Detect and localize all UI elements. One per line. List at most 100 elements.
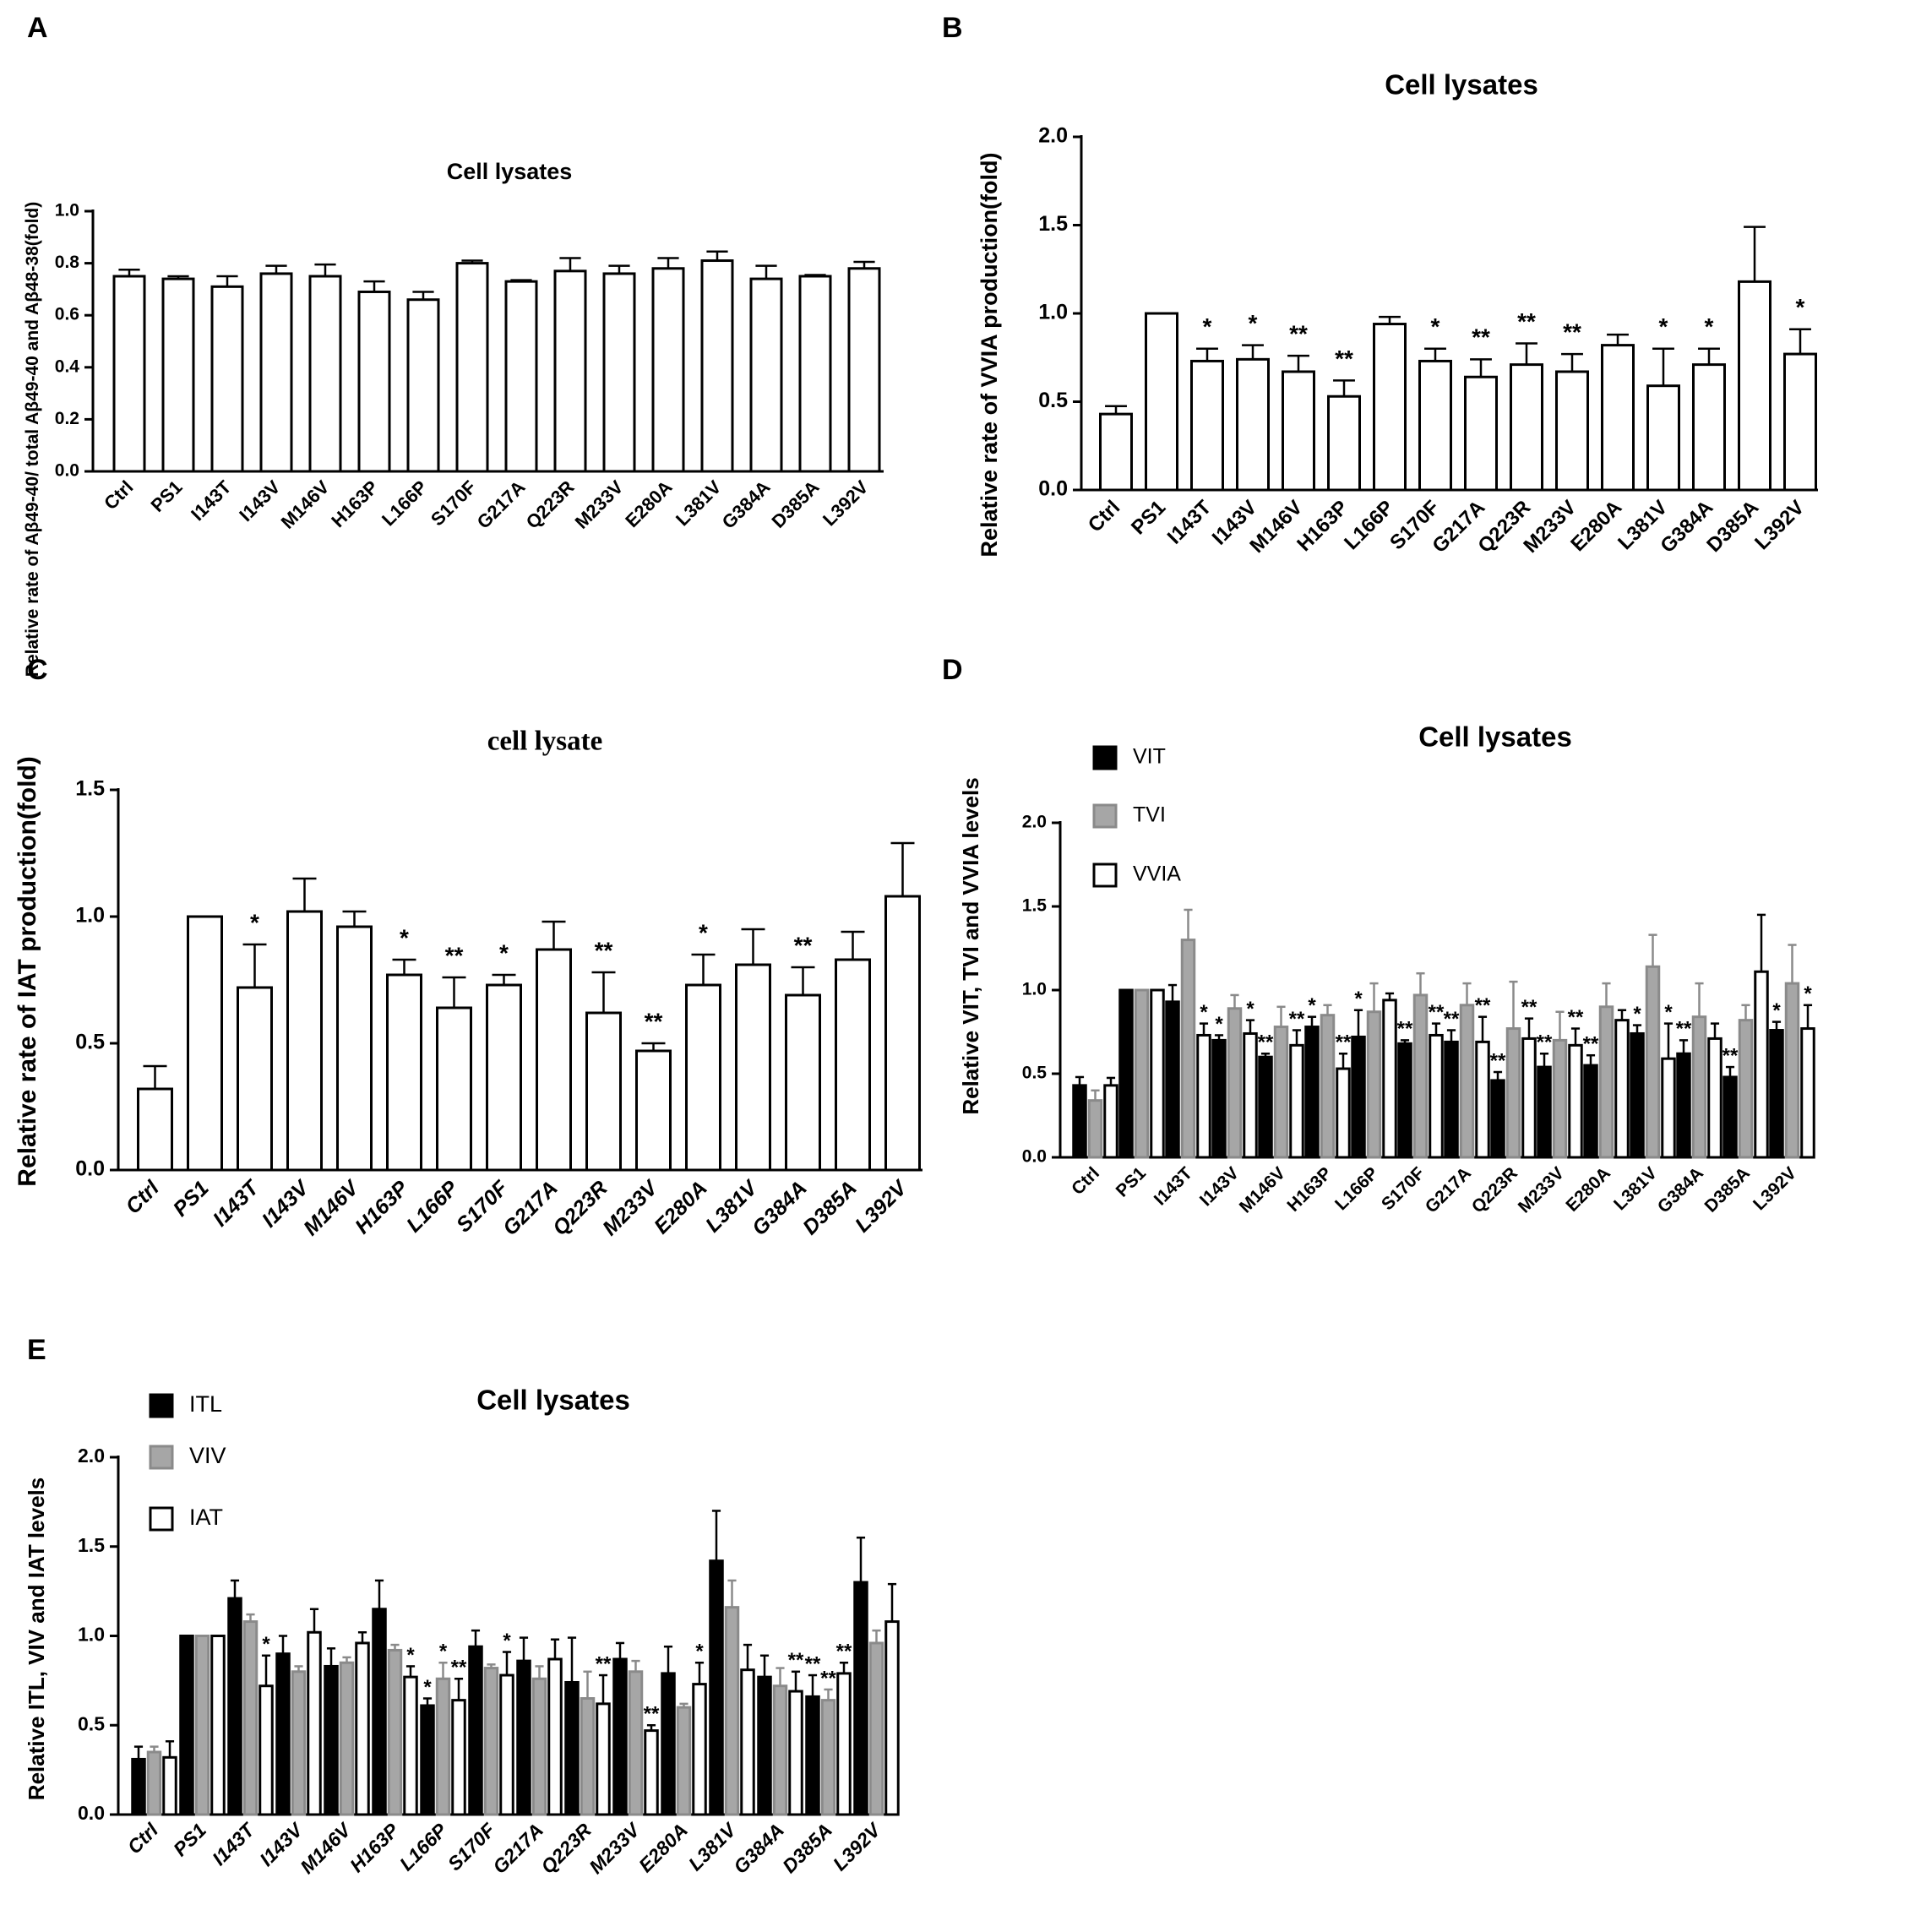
bar-tvi-g384a xyxy=(1691,1015,1707,1159)
panel-B: B Cell lysates 0.0 0.5 1.0 1.5 2.0 Relative rat… xyxy=(942,12,1818,558)
significance-marker: * xyxy=(1659,313,1668,340)
bar-vit-l392v xyxy=(1769,1029,1784,1159)
significance-marker: ** xyxy=(788,1649,804,1672)
bar-tvi-s170f xyxy=(1412,993,1429,1159)
bar-iat-g217a xyxy=(536,948,572,1172)
bar-tvi-g217a xyxy=(1459,1004,1475,1159)
x-tick-label: Q223R xyxy=(1468,1163,1521,1216)
x-tick-label: H163P xyxy=(351,1176,413,1238)
bar-tvi-q223r xyxy=(1505,1027,1521,1159)
bar-vvia-ctrl xyxy=(1099,412,1133,492)
significance-marker: * xyxy=(1664,1001,1673,1024)
x-tick-label: Ctrl xyxy=(121,1176,164,1219)
significance-marker: * xyxy=(503,1630,511,1652)
bar-vvia-ctrl xyxy=(1103,1084,1118,1159)
chart-title: Cell lysates xyxy=(1418,721,1572,753)
panel-E: E Cell lysates 0.0 0.5 1.0 1.5 2.0 Relative ITL… xyxy=(24,1334,900,1878)
x-tick-label: H163P xyxy=(1283,1163,1336,1216)
x-tick-label: Ctrl xyxy=(1084,496,1124,536)
bar-ratio-i143v xyxy=(259,272,293,473)
significance-marker: ** xyxy=(820,1667,836,1690)
significance-marker: ** xyxy=(1289,321,1308,347)
x-tick-label: Ctrl xyxy=(1068,1163,1103,1199)
x-tick-label: M233V xyxy=(585,1818,645,1878)
bar-iat-i143v xyxy=(307,1630,322,1816)
significance-marker: ** xyxy=(836,1641,852,1663)
x-tick-label: L166P xyxy=(395,1819,452,1875)
bar-itl-l381v xyxy=(709,1559,724,1816)
significance-marker: * xyxy=(1772,999,1781,1022)
panel-letter: C xyxy=(27,654,48,686)
x-tick-label: E280A xyxy=(621,476,676,531)
bar-ratio-l381v xyxy=(700,259,734,473)
x-tick-label: L381V xyxy=(672,476,726,531)
bar-viv-g384a xyxy=(772,1684,788,1816)
y-tick-label: 2.0 xyxy=(1022,813,1047,832)
y-tick-label: 1.0 xyxy=(75,904,105,928)
bar-iat-g217a xyxy=(547,1657,563,1816)
y-tick-label: 1.5 xyxy=(75,777,105,801)
significance-marker: * xyxy=(439,1641,448,1663)
bar-itl-g384a xyxy=(757,1675,772,1816)
bar-vvia-h163p xyxy=(1336,1067,1351,1159)
significance-marker: * xyxy=(1354,988,1363,1010)
significance-marker: * xyxy=(1308,994,1316,1017)
significance-marker: ** xyxy=(1568,1006,1584,1029)
legend-label: ITL xyxy=(189,1391,222,1417)
x-tick-label: L166P xyxy=(1340,496,1398,554)
bar-iat-ps1 xyxy=(187,915,223,1172)
significance-marker: * xyxy=(699,919,708,945)
x-tick-label: M146V xyxy=(296,1818,356,1878)
y-tick-label: 0.5 xyxy=(1038,389,1068,412)
significance-marker: ** xyxy=(595,937,613,963)
x-tick-label: E280A xyxy=(1566,496,1626,556)
bar-tvi-d385a xyxy=(1738,1019,1754,1159)
significance-marker: * xyxy=(1705,313,1714,340)
significance-marker: ** xyxy=(1336,1031,1352,1054)
bar-itl-h163p xyxy=(372,1608,387,1816)
bar-tvi-m233v xyxy=(1552,1038,1568,1159)
bar-viv-l166p xyxy=(435,1677,451,1816)
y-tick-label: 0.6 xyxy=(55,305,79,324)
legend-swatch-tvi xyxy=(1092,803,1118,829)
bar-iat-i143t xyxy=(259,1684,274,1816)
bar-itl-ps1 xyxy=(179,1635,194,1816)
bar-iat-ctrl xyxy=(162,1755,177,1816)
bar-ratio-m233v xyxy=(602,272,636,473)
bar-vvia-g217a xyxy=(1475,1040,1490,1159)
x-tick-label: PS1 xyxy=(1113,1163,1151,1201)
bar-ratio-d385a xyxy=(798,275,832,473)
bar-ratio-e280a xyxy=(651,267,685,473)
bar-vit-s170f xyxy=(1397,1042,1412,1159)
x-tick-label: H163P xyxy=(1293,496,1352,556)
bar-tvi-h163p xyxy=(1320,1014,1336,1159)
chart-title: Cell lysates xyxy=(476,1385,630,1416)
y-tick-label: 0.0 xyxy=(75,1157,105,1181)
bar-viv-g217a xyxy=(531,1677,547,1816)
bar-vvia-i143v xyxy=(1243,1031,1258,1159)
x-tick-label: L392V xyxy=(1750,496,1809,554)
bar-vit-i143t xyxy=(1165,1000,1180,1159)
bar-itl-l392v xyxy=(853,1581,868,1816)
bar-vvia-m146v xyxy=(1289,1043,1304,1159)
bar-iat-m233v xyxy=(644,1729,659,1816)
x-tick-label: D385A xyxy=(798,1176,862,1239)
bar-iat-ctrl xyxy=(137,1087,173,1172)
bar-iat-e280a xyxy=(685,983,721,1172)
y-tick-label: 0.0 xyxy=(55,461,79,481)
y-axis-label: Relative rate of Aβ49-40/ total Aβ49-40 … xyxy=(23,202,42,677)
x-tick-label: L392V xyxy=(851,1175,913,1238)
x-tick-label: S170F xyxy=(427,476,481,531)
significance-marker: ** xyxy=(805,1652,821,1675)
bar-viv-l392v xyxy=(868,1641,884,1816)
bar-vvia-s170f xyxy=(1429,1033,1444,1159)
y-tick-label: 2.0 xyxy=(78,1445,105,1467)
bar-vvia-m233v xyxy=(1555,370,1589,492)
x-tick-label: D385A xyxy=(778,1819,836,1877)
bar-vvia-m146v xyxy=(1282,370,1315,492)
x-tick-label: G384A xyxy=(729,1819,788,1878)
bar-ratio-g384a xyxy=(749,277,783,473)
bar-vvia-l381v xyxy=(1646,384,1680,492)
significance-marker: * xyxy=(1200,1001,1208,1024)
